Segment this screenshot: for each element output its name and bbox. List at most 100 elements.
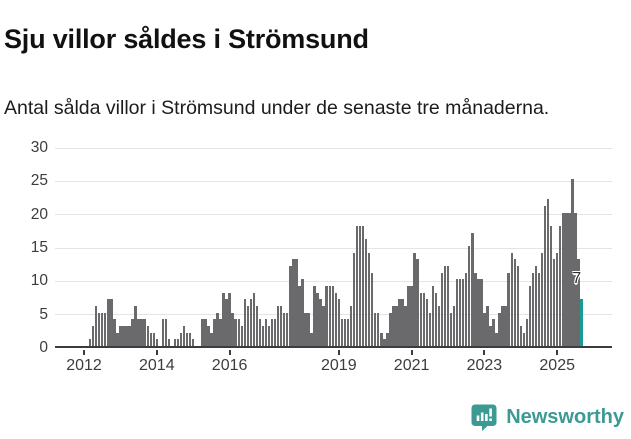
- bar: [549, 226, 553, 346]
- bar: [461, 279, 465, 346]
- bar: [295, 259, 298, 346]
- y-tick-label: 25: [30, 172, 48, 190]
- bar: [137, 319, 140, 346]
- bar: [522, 332, 526, 346]
- chart-subtitle: Antal sålda villor i Strömsund under de …: [4, 96, 550, 119]
- gridline: [55, 214, 612, 216]
- bar: [355, 226, 359, 346]
- bar: [152, 332, 155, 346]
- bar: [577, 259, 580, 346]
- bar: [504, 306, 507, 346]
- bar: [562, 212, 565, 346]
- bar: [213, 319, 216, 346]
- bar: [176, 339, 180, 346]
- bar: [574, 212, 577, 346]
- bar: [367, 252, 371, 346]
- bar: [377, 312, 380, 346]
- x-tick-label: 2016: [211, 357, 248, 374]
- newsworthy-logo: Newsworthy: [470, 403, 624, 432]
- bar: [134, 306, 137, 346]
- bar: [468, 246, 471, 346]
- bar: [310, 332, 313, 346]
- bar: [125, 326, 128, 346]
- bar: [513, 259, 516, 346]
- bar: [249, 299, 253, 346]
- bar: [392, 306, 395, 346]
- x-axis-tick: [337, 350, 340, 355]
- bar: [143, 319, 146, 346]
- x-tick-label: 2023: [466, 357, 503, 374]
- bar: [292, 259, 295, 346]
- bar: [116, 332, 119, 346]
- bar: [164, 319, 168, 346]
- x-tick-label: 2012: [66, 357, 102, 374]
- bar: [237, 319, 240, 346]
- bar: [101, 312, 104, 346]
- bar: [383, 339, 386, 346]
- x-axis-line: [55, 346, 612, 348]
- gridline: [55, 247, 612, 249]
- bar: [349, 306, 353, 346]
- bar: [185, 332, 189, 346]
- bar: [516, 266, 519, 346]
- page-title: Sju villor såldes i Strömsund: [4, 24, 369, 55]
- bar: [398, 299, 401, 346]
- y-tick-label: 20: [30, 205, 48, 223]
- bar: [316, 292, 319, 346]
- bar: [179, 332, 183, 346]
- bar: [322, 306, 325, 346]
- bar: [489, 326, 492, 346]
- bar: [483, 312, 486, 346]
- bar: [407, 286, 410, 346]
- bar: [192, 339, 195, 346]
- bar: [188, 332, 192, 346]
- gridline: [55, 180, 612, 182]
- y-tick-label: 0: [39, 339, 48, 356]
- bar: [465, 272, 468, 346]
- bar: [431, 286, 435, 346]
- bar: [94, 306, 98, 346]
- bar: [286, 312, 289, 346]
- bar: [331, 286, 334, 346]
- bar: [104, 312, 107, 346]
- bar: [307, 312, 310, 346]
- bar: [413, 252, 416, 346]
- bar: [477, 279, 480, 346]
- brand-name: Newsworthy: [506, 406, 624, 428]
- bar: [361, 226, 365, 346]
- bar: [122, 326, 125, 346]
- bar: [486, 306, 489, 346]
- bar: [222, 292, 225, 346]
- bar: [140, 319, 143, 346]
- bar: [231, 312, 234, 346]
- bar: [107, 299, 110, 346]
- bar: [328, 286, 331, 346]
- bar: [173, 339, 177, 346]
- bar: [525, 319, 529, 346]
- bar: [440, 272, 444, 346]
- bar: [552, 259, 556, 346]
- bar: [471, 232, 474, 346]
- bar: [298, 286, 301, 346]
- bar: [91, 326, 95, 346]
- bar: [401, 299, 404, 346]
- bar: [449, 312, 453, 346]
- bar: [374, 312, 377, 346]
- y-tick-label: 30: [30, 139, 48, 156]
- bar: [182, 326, 186, 346]
- bar: [283, 312, 286, 346]
- bar: [458, 279, 462, 346]
- bar: [437, 306, 441, 346]
- bar: [404, 306, 407, 346]
- bar: [428, 312, 432, 346]
- bar: [571, 179, 574, 346]
- plot-area: [55, 147, 612, 348]
- bar: [313, 286, 316, 346]
- bar: [113, 319, 116, 346]
- x-axis-tick: [410, 350, 413, 355]
- bar: [234, 319, 237, 346]
- bar: [531, 272, 535, 346]
- highlight-bar-latest: [580, 299, 583, 346]
- gridline: [55, 147, 612, 149]
- gridline: [55, 280, 612, 282]
